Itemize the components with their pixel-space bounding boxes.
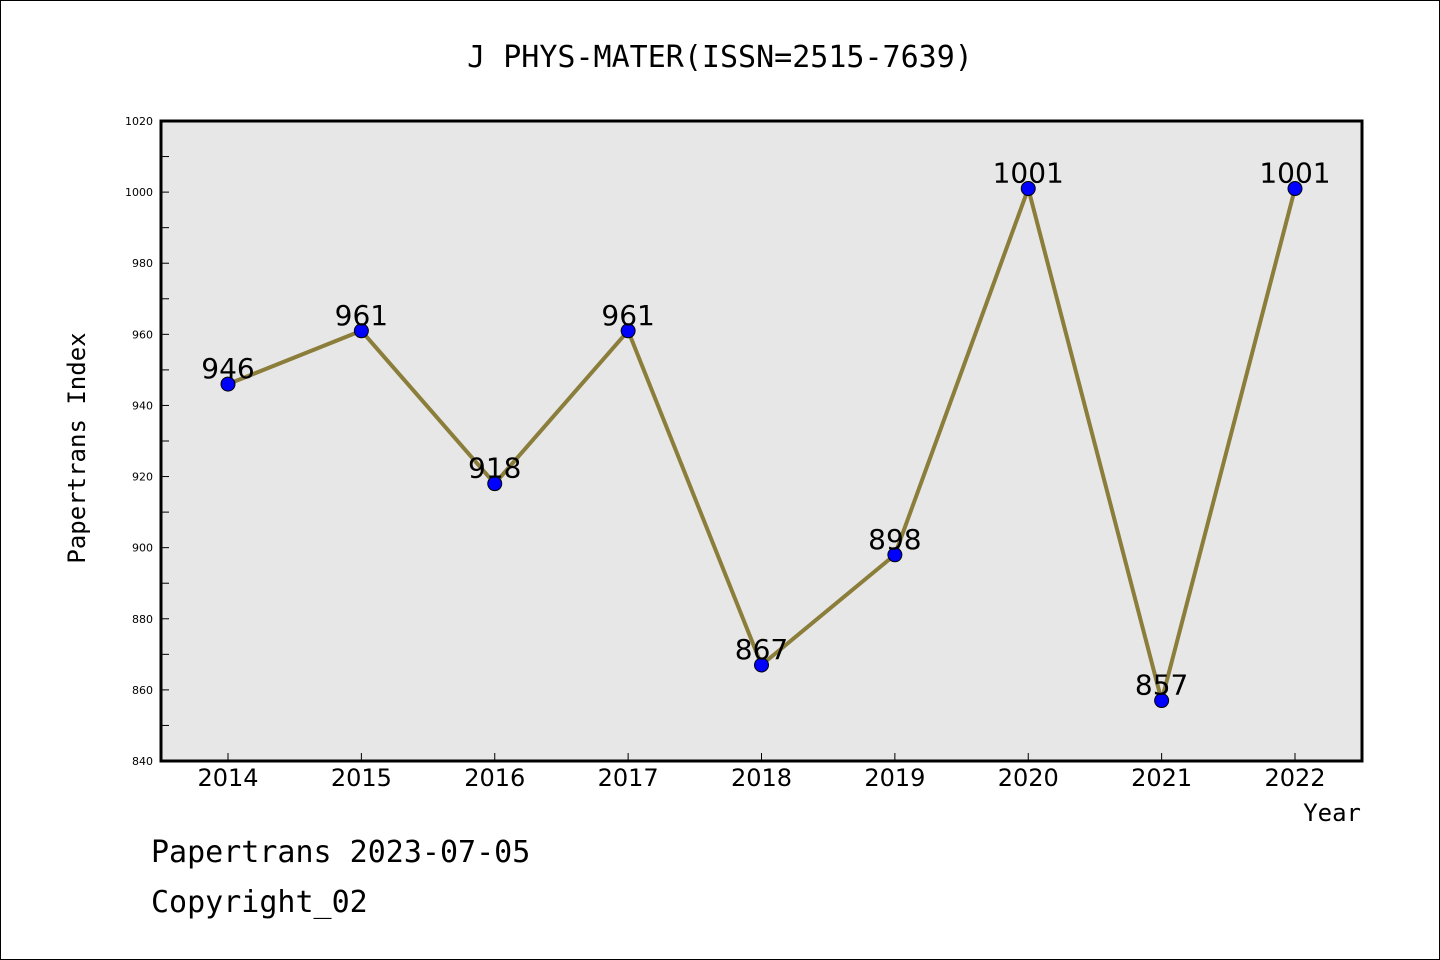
y-tick-label: 940 <box>132 399 153 412</box>
data-point <box>620 323 636 339</box>
data-point <box>1154 693 1170 709</box>
y-tick-label: 840 <box>132 755 153 768</box>
x-tick-label: 2015 <box>331 764 392 792</box>
series-layer: 946 961 918 961 867 898 1001 857 1001 <box>201 157 1331 709</box>
x-tick-label: 2019 <box>864 764 925 792</box>
data-label: 867 <box>735 633 788 666</box>
y-axis-label: Papertrans Index <box>63 332 91 563</box>
data-point <box>353 323 369 339</box>
y-tick-label: 900 <box>132 542 153 555</box>
data-label: 918 <box>468 452 521 485</box>
data-label: 946 <box>201 352 254 385</box>
data-label: 857 <box>1135 669 1188 702</box>
x-tick-label: 2021 <box>1131 764 1192 792</box>
x-axis-label: Year <box>1303 799 1361 827</box>
y-tick-label: 920 <box>132 471 153 484</box>
y-tick-label: 1000 <box>125 186 153 199</box>
data-label: 961 <box>335 299 388 332</box>
x-tick-label: 2018 <box>731 764 792 792</box>
x-tick-label: 2020 <box>998 764 1059 792</box>
data-label: 898 <box>868 523 921 556</box>
y-tick-label: 860 <box>132 684 153 697</box>
y-axis: 840 860 880 900 920 940 960 980 1000 1020 <box>125 115 169 768</box>
data-point <box>887 547 903 563</box>
data-point <box>754 657 769 673</box>
data-label: 1001 <box>993 157 1064 190</box>
plot-area <box>159 119 1364 763</box>
data-point <box>487 476 503 492</box>
x-tick-label: 2022 <box>1264 764 1325 792</box>
data-point <box>1020 181 1036 197</box>
x-axis: 2014 2015 2016 2017 2018 2019 2020 2021 2022 <box>197 753 1326 792</box>
y-tick-label: 1020 <box>125 115 153 128</box>
footer-date: Papertrans 2023-07-05 <box>151 835 531 870</box>
x-tick-label: 2014 <box>197 764 258 792</box>
data-label: 961 <box>601 299 654 332</box>
x-tick-label: 2017 <box>598 764 659 792</box>
data-point <box>220 376 236 392</box>
y-tick-label: 880 <box>132 613 153 626</box>
x-tick-label: 2016 <box>464 764 525 792</box>
footer-copyright: Copyright_02 <box>151 885 368 920</box>
y-tick-label: 960 <box>132 328 153 341</box>
data-label: 1001 <box>1259 157 1330 190</box>
data-point <box>1287 181 1303 197</box>
chart-title: J PHYS-MATER(ISSN=2515-7639) <box>467 40 973 75</box>
y-tick-label: 980 <box>132 257 153 270</box>
